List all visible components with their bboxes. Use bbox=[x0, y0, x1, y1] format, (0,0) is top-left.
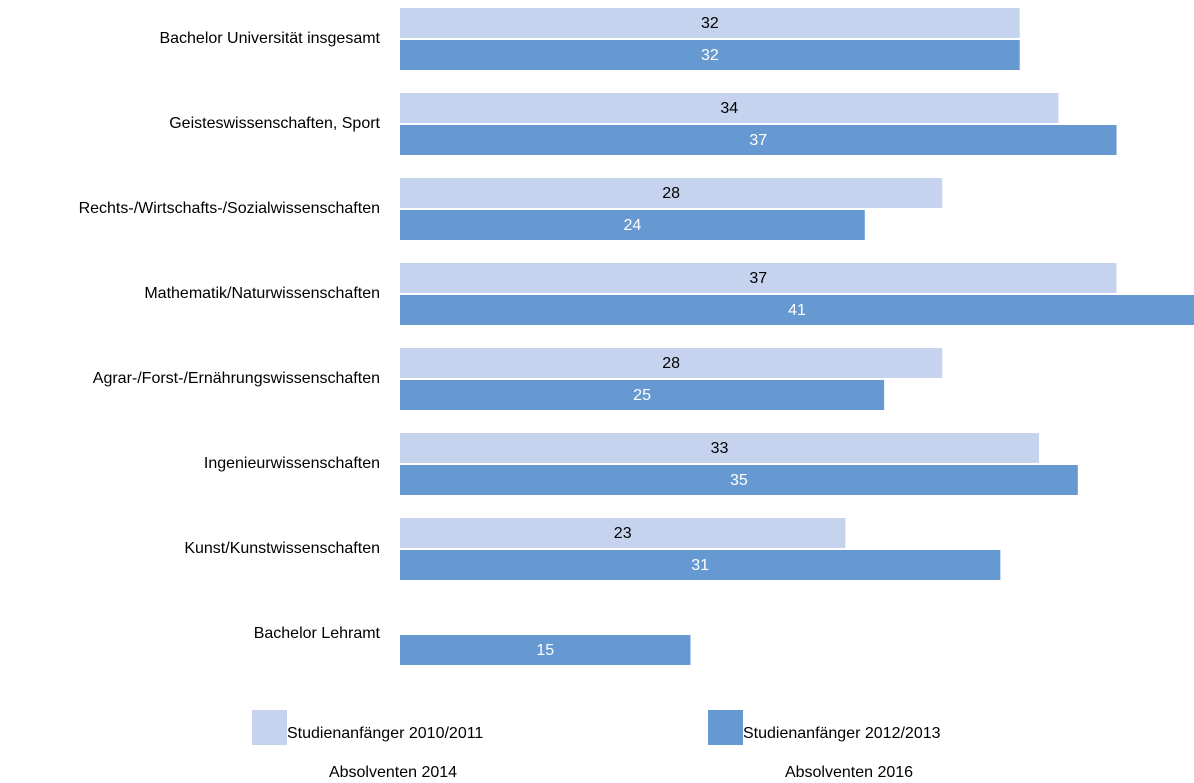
category-label: Bachelor Lehramt bbox=[254, 625, 381, 642]
value-label: 41 bbox=[788, 302, 806, 319]
bar bbox=[400, 263, 1117, 293]
value-label: 24 bbox=[623, 217, 641, 234]
bar bbox=[400, 210, 865, 240]
value-label: 23 bbox=[614, 525, 632, 542]
bar bbox=[400, 348, 943, 378]
value-label: 28 bbox=[662, 185, 680, 202]
category-label: Geisteswissenschaften, Sport bbox=[169, 115, 380, 132]
bar bbox=[400, 550, 1001, 580]
value-label: 28 bbox=[662, 355, 680, 372]
bar bbox=[400, 433, 1040, 463]
value-label: 31 bbox=[691, 557, 709, 574]
bar bbox=[400, 8, 1020, 38]
legend-label-line2: Absolventen 2014 bbox=[329, 764, 457, 781]
bar bbox=[400, 465, 1078, 495]
value-label: 25 bbox=[633, 387, 651, 404]
category-label: Agrar-/Forst-/Ernährungswissenschaften bbox=[93, 370, 380, 387]
legend-label: Studienanfänger 2012/2013 bbox=[743, 725, 941, 742]
value-label: 37 bbox=[749, 132, 767, 149]
legend-swatch bbox=[708, 710, 743, 745]
value-label: 35 bbox=[730, 472, 748, 489]
value-label: 32 bbox=[701, 47, 719, 64]
legend-label: Studienanfänger 2010/2011 bbox=[287, 725, 483, 742]
value-label: 15 bbox=[536, 642, 554, 659]
legend-label-line2: Absolventen 2016 bbox=[785, 764, 913, 781]
bar bbox=[400, 635, 691, 665]
category-label: Kunst/Kunstwissenschaften bbox=[184, 540, 380, 557]
category-label: Rechts-/Wirtschafts-/Sozialwissenschafte… bbox=[79, 200, 380, 217]
value-label: 34 bbox=[720, 100, 738, 117]
category-label: Bachelor Universität insgesamt bbox=[159, 30, 380, 47]
value-label: 37 bbox=[749, 270, 767, 287]
bar bbox=[400, 380, 885, 410]
category-label: Mathematik/Naturwissenschaften bbox=[144, 285, 380, 302]
bar bbox=[400, 518, 846, 548]
category-label: Ingenieurwissenschaften bbox=[204, 455, 380, 472]
bar bbox=[400, 125, 1117, 155]
value-label: 33 bbox=[711, 440, 729, 457]
value-label: 32 bbox=[701, 15, 719, 32]
bar bbox=[400, 93, 1059, 123]
bar bbox=[400, 295, 1194, 325]
bar bbox=[400, 178, 943, 208]
legend-swatch bbox=[252, 710, 287, 745]
bar bbox=[400, 40, 1020, 70]
